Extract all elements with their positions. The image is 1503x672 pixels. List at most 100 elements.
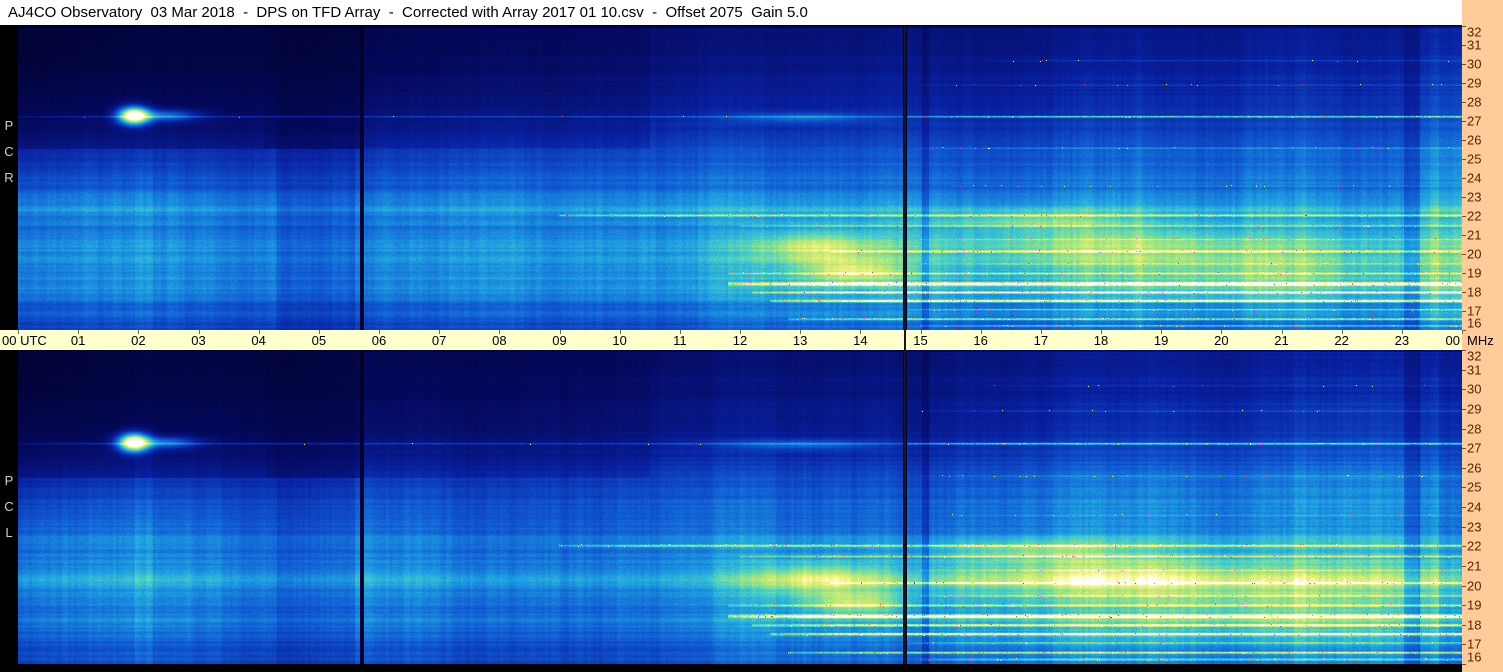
freq-tick-mark [1462, 197, 1466, 198]
freq-tick-label: 30 [1467, 56, 1482, 72]
frequency-axis-strip: 32 31 30 29 28 27 26 25 24 23 22 21 20 19 18 17 16 32 31 30… [1462, 0, 1503, 672]
hour-label: 01 [70, 333, 86, 348]
freq-tick-label: 22 [1467, 208, 1482, 224]
freq-tick-label: 24 [1467, 170, 1482, 186]
freq-tick-label: 17 [1467, 303, 1482, 319]
hour-tick-mark [1221, 330, 1223, 334]
hour-tick-mark [18, 330, 19, 334]
freq-tick-label: 32 [1467, 348, 1482, 364]
hour-tick-mark [198, 330, 200, 334]
hour-label: 11 [673, 333, 687, 348]
spectrogram-canvas-lcp[interactable] [18, 350, 1462, 664]
freq-tick-label: 20 [1467, 578, 1482, 593]
time-axis-end-label: 00 [1445, 333, 1460, 348]
freq-tick-mark [1462, 350, 1466, 351]
hour-label: 06 [371, 333, 387, 348]
freq-tick-mark [1462, 26, 1466, 27]
freq-tick-label: 30 [1467, 381, 1482, 397]
hour-label: 15 [913, 333, 928, 348]
hour-tick-mark [258, 330, 260, 334]
polarization-letter: C [4, 144, 14, 159]
freq-tick-label: 27 [1467, 113, 1482, 129]
hour-label: 02 [131, 333, 146, 348]
freq-tick-mark [1462, 408, 1466, 410]
hour-tick-mark [1040, 330, 1042, 334]
freq-tick-mark [1462, 585, 1466, 587]
freq-tick-label: 21 [1467, 227, 1482, 243]
freq-tick-label: 25 [1467, 151, 1482, 167]
freq-tick-label: 20 [1467, 246, 1482, 262]
freq-tick-mark [1462, 292, 1466, 293]
freq-tick-label: 22 [1467, 538, 1482, 554]
hour-label: 20 [1214, 333, 1229, 348]
hour-label: 09 [552, 333, 567, 348]
hour-tick-mark [138, 330, 140, 334]
hour-label: 17 [1033, 333, 1049, 348]
spectrogram-canvas-rcp[interactable] [18, 26, 1462, 330]
hour-tick-mark [800, 330, 802, 334]
freq-tick-mark [1462, 448, 1466, 450]
freq-tick-label: 25 [1467, 479, 1482, 495]
freq-tick-mark [1462, 428, 1466, 430]
freq-axis-unit-label: MHz [1467, 333, 1494, 348]
freq-tick-mark [1462, 45, 1466, 46]
hour-label: 10 [612, 333, 627, 348]
hour-tick-mark [920, 330, 922, 334]
freq-tick-mark [1462, 664, 1466, 665]
hour-label: 18 [1093, 333, 1109, 348]
hour-tick-mark [1341, 330, 1343, 334]
hour-label: 21 [1274, 333, 1289, 348]
hour-label: 19 [1153, 333, 1169, 348]
hour-label: 04 [251, 333, 266, 348]
hour-tick-mark [1161, 330, 1163, 334]
hour-label: 16 [973, 333, 988, 348]
title-text: AJ4CO Observatory 03 Mar 2018 - DPS on T… [8, 4, 808, 21]
freq-tick-label: 23 [1467, 519, 1482, 535]
time-axis: 00 UTC 00 01 02 03 04 05 06 07 08 09 10 11 12 13 14 15… [0, 330, 1463, 350]
time-cursor-line [903, 26, 906, 664]
freq-tick-label: 23 [1467, 189, 1482, 205]
freq-tick-label: 18 [1467, 284, 1482, 300]
freq-tick-label: 16 [1467, 649, 1482, 665]
freq-tick-label: 21 [1467, 558, 1482, 574]
hour-tick-mark [860, 330, 862, 334]
hour-tick-mark [1401, 330, 1403, 334]
hour-label: 03 [191, 333, 206, 348]
title-bar: AJ4CO Observatory 03 Mar 2018 - DPS on T… [0, 0, 1462, 26]
hour-tick-mark [980, 330, 982, 334]
polarization-letter: C [4, 499, 14, 514]
freq-tick-mark [1462, 102, 1466, 103]
freq-tick-mark [1462, 254, 1466, 255]
freq-tick-mark [1462, 467, 1466, 469]
freq-tick-label: 26 [1467, 132, 1482, 148]
hour-tick-mark [559, 330, 561, 334]
hour-label: 13 [792, 333, 808, 348]
polarization-letter: P [4, 118, 14, 133]
freq-tick-label: 32 [1467, 24, 1482, 40]
time-axis-origin-label: 00 UTC [2, 333, 47, 348]
freq-tick-mark [1462, 644, 1466, 646]
freq-tick-label: 19 [1467, 597, 1482, 613]
hour-tick-mark [679, 330, 681, 334]
freq-tick-label: 31 [1467, 37, 1482, 53]
hour-tick-mark [619, 330, 621, 334]
hour-tick-mark [1281, 330, 1283, 334]
hour-label: 14 [853, 333, 868, 348]
hour-label: 05 [311, 333, 327, 348]
freq-tick-mark [1462, 64, 1466, 65]
freq-tick-label: 27 [1467, 440, 1482, 456]
freq-tick-mark [1462, 369, 1466, 371]
polarization-letter: R [4, 170, 14, 185]
freq-tick-mark [1462, 624, 1466, 626]
freq-tick-mark [1462, 273, 1466, 274]
freq-tick-label: 24 [1467, 499, 1482, 515]
freq-tick-mark [1462, 507, 1466, 508]
freq-tick-mark [1462, 546, 1466, 548]
freq-tick-label: 29 [1467, 75, 1482, 91]
freq-tick-label: 31 [1467, 362, 1482, 378]
hour-tick-mark [1101, 330, 1102, 334]
freq-tick-mark [1462, 121, 1466, 122]
freq-tick-label: 16 [1467, 315, 1482, 331]
polarization-letter: L [5, 525, 13, 540]
